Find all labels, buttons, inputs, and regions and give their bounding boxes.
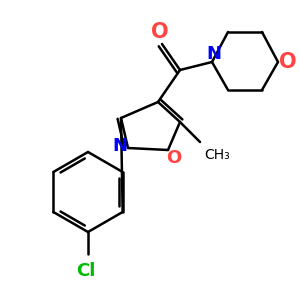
Text: Cl: Cl [76, 262, 96, 280]
Text: O: O [279, 52, 297, 72]
Text: N: N [206, 45, 221, 63]
Text: CH₃: CH₃ [204, 148, 230, 162]
Text: O: O [151, 22, 169, 42]
Text: O: O [167, 149, 182, 167]
Text: N: N [112, 137, 128, 155]
